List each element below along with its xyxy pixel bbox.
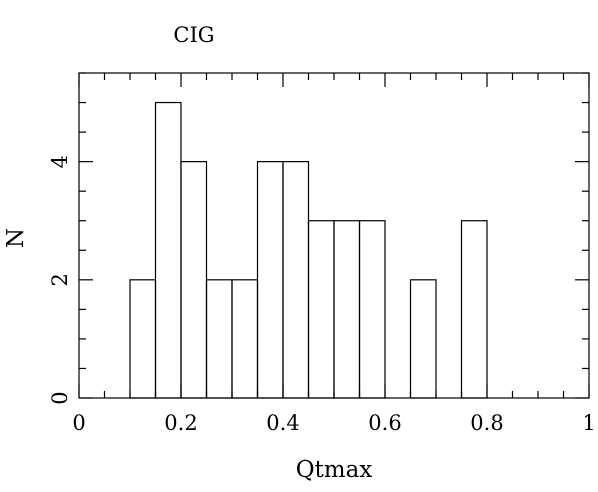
y-axis-label: N: [3, 228, 29, 248]
x-tick-label: 0.6: [368, 411, 401, 435]
chart-title: CIG: [173, 23, 214, 47]
histogram-bar-2: [180, 161, 208, 399]
histogram-bar-8: [333, 220, 361, 399]
ticks-group: [78, 72, 590, 399]
histogram-bar-1: [154, 101, 182, 399]
y-tick-label: 0: [48, 391, 72, 404]
histogram-bar-11: [409, 279, 437, 399]
histogram-bar-4: [231, 279, 259, 399]
x-tick-label: 0: [72, 411, 85, 435]
x-tick-label: 0.8: [470, 411, 503, 435]
histogram-bar-13: [460, 220, 488, 399]
x-tick-label: 1: [582, 411, 595, 435]
bars-group: [129, 101, 488, 399]
y-tick-label: 2: [48, 273, 72, 286]
histogram-bar-3: [205, 279, 233, 399]
y-tick-label: 4: [48, 155, 72, 168]
histogram-bar-9: [358, 220, 386, 399]
x-axis-label: Qtmax: [296, 457, 373, 483]
histogram-bar-5: [256, 161, 284, 399]
histogram-bar-7: [307, 220, 335, 399]
histogram-bar-6: [282, 161, 310, 399]
histogram-bar-0: [129, 279, 157, 399]
x-tick-label: 0.4: [266, 411, 299, 435]
x-tick-label: 0.2: [164, 411, 197, 435]
tick-labels-group: 0 0.2 0.4 0.6 0.8 1 0 2 4: [48, 155, 596, 435]
